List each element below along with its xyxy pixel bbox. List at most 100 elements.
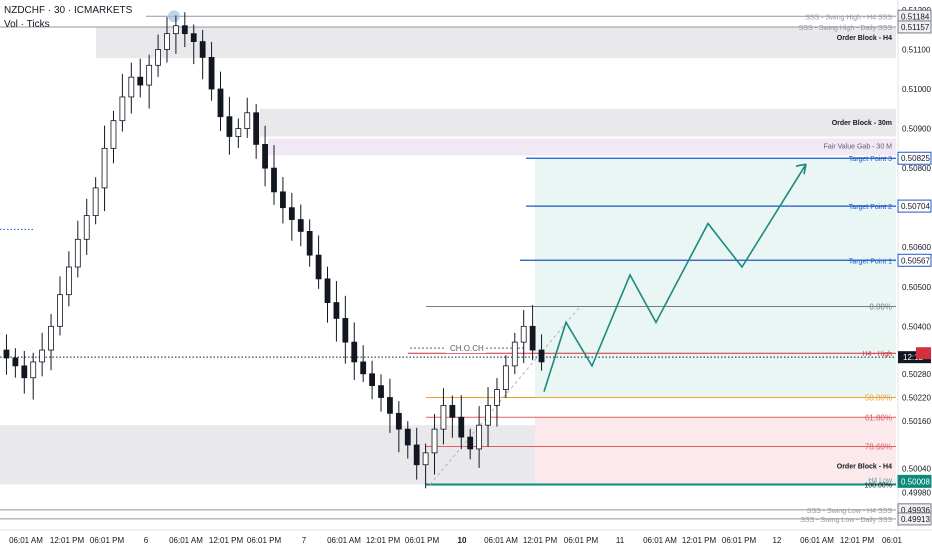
price-tag-bg	[897, 512, 932, 526]
candle-body	[280, 191, 286, 209]
fib-label-3: 78.60%	[865, 443, 892, 452]
order-block-h4-top-label: Order Block - H4	[837, 35, 892, 42]
candle-body	[324, 278, 331, 303]
projection-path	[543, 163, 807, 392]
candle-body	[395, 412, 402, 430]
candle-body	[494, 389, 500, 406]
candle-body	[235, 128, 242, 137]
candle-body	[422, 452, 429, 466]
candle-body	[297, 219, 304, 232]
x-tick-label: 06:01	[882, 536, 903, 545]
candle-body	[92, 187, 99, 216]
fib-label-1: 50.00%	[865, 394, 892, 403]
price-tag-label: 0.51157	[901, 23, 930, 32]
x-tick-label: 06:01 PM	[722, 536, 757, 545]
price-tag-label: 0.49936	[901, 506, 930, 515]
swing-high-marker	[168, 10, 180, 23]
x-tick-label: 06:01 AM	[169, 536, 203, 545]
candle-body	[271, 167, 277, 193]
candle-body	[538, 349, 545, 363]
candle-body	[458, 416, 465, 438]
order-block-h4-top	[96, 26, 896, 59]
candle-body	[137, 76, 144, 86]
candle-body	[146, 64, 153, 86]
candle-body	[244, 112, 251, 129]
candle-body	[511, 341, 518, 367]
candle-body	[387, 397, 393, 414]
fib-diagonal	[429, 306, 581, 485]
candle-body	[449, 405, 456, 418]
order-block-30m	[260, 108, 896, 137]
choch-label: CH.O.CH	[450, 344, 484, 353]
symbol-line: NZDCHF · 30 · ICMARKETS	[4, 5, 133, 16]
x-tick-label: 11	[616, 536, 625, 545]
candle-body	[119, 96, 126, 122]
x-tick-label: 6	[144, 536, 149, 545]
candle-body	[306, 231, 313, 256]
y-tick-label: 0.50600	[902, 243, 931, 252]
price-tag-label: 0.50567	[901, 256, 930, 265]
candle-body	[485, 405, 491, 426]
x-tick-label: 06:01 PM	[247, 536, 282, 545]
x-tick-label: 06:01 PM	[405, 536, 440, 545]
x-tick-label: 12:01 PM	[840, 536, 875, 545]
swing-low-h4-label: SSS - Swing Low - H4 SSS	[807, 508, 893, 515]
candle-body	[413, 444, 420, 466]
y-tick-label: 0.51000	[902, 85, 931, 94]
candle-body	[476, 424, 483, 450]
order-block-h4-bottom-label: Order Block - H4	[837, 464, 892, 471]
x-tick-label: 12:01 PM	[682, 536, 717, 545]
swing-low-daily-label: SSS - Swing Low - Daily SSS	[800, 517, 892, 524]
y-tick-label: 0.50900	[902, 125, 931, 134]
y-tick-label: 0.51100	[902, 45, 931, 54]
candle-body	[110, 120, 117, 149]
price-tag-bg	[897, 253, 932, 267]
candle-body	[101, 147, 108, 189]
candle-body	[333, 302, 340, 319]
target-label-2: Target Point 2	[849, 204, 892, 211]
candle-body	[181, 25, 188, 35]
candle-body	[369, 373, 375, 387]
candle-body	[30, 361, 37, 379]
candle-body	[48, 325, 54, 351]
price-tag-bg	[897, 151, 932, 165]
fib-label-2: 61.80%	[865, 413, 892, 422]
indicator-line: Vol · Ticks	[4, 19, 50, 30]
current-price-tag-label: 12:12	[903, 353, 924, 362]
candle-body	[3, 349, 10, 359]
x-tick-label: 06:01 AM	[9, 536, 43, 545]
candle-body	[208, 56, 215, 90]
price-tag-label: 0.50704	[901, 202, 930, 211]
x-tick-label: 12:01 PM	[209, 536, 244, 545]
candle-body	[12, 357, 19, 367]
candle-body	[39, 349, 46, 363]
price-tag-label: 0.50825	[901, 154, 930, 163]
candle-body	[199, 41, 206, 58]
candle-body	[262, 143, 268, 169]
ticker-legend: NZDCHF · 30 · ICMARKETS Vol · Ticks	[4, 4, 132, 32]
candle-body	[360, 361, 367, 375]
y-tick-label: 0.50220	[902, 394, 931, 403]
candle-body	[155, 49, 161, 66]
x-tick-label: 06:01 AM	[327, 536, 361, 545]
y-tick-label: 0.50040	[902, 465, 931, 474]
candle-body	[529, 325, 536, 351]
x-tick-label: 12:01 PM	[523, 536, 558, 545]
y-tick-label: 0.49980	[902, 488, 931, 497]
fvg-label: Fair Value Gab - 30 M	[824, 143, 893, 150]
price-tag-bg	[897, 20, 932, 34]
candle-body	[404, 428, 411, 446]
y-tick-label: 0.50800	[902, 164, 931, 173]
candle-body	[164, 33, 170, 50]
x-tick-label: 7	[302, 536, 307, 545]
x-tick-label: 12:01 PM	[50, 536, 85, 545]
h4-high-tag	[916, 347, 931, 360]
x-tick-label: 12	[773, 536, 782, 545]
candle-body	[217, 88, 224, 118]
x-tick-label: 06:01 PM	[564, 536, 599, 545]
price-tag-label: 0.51184	[901, 12, 930, 21]
price-tag-bg	[897, 199, 932, 213]
candle-body	[190, 33, 197, 42]
